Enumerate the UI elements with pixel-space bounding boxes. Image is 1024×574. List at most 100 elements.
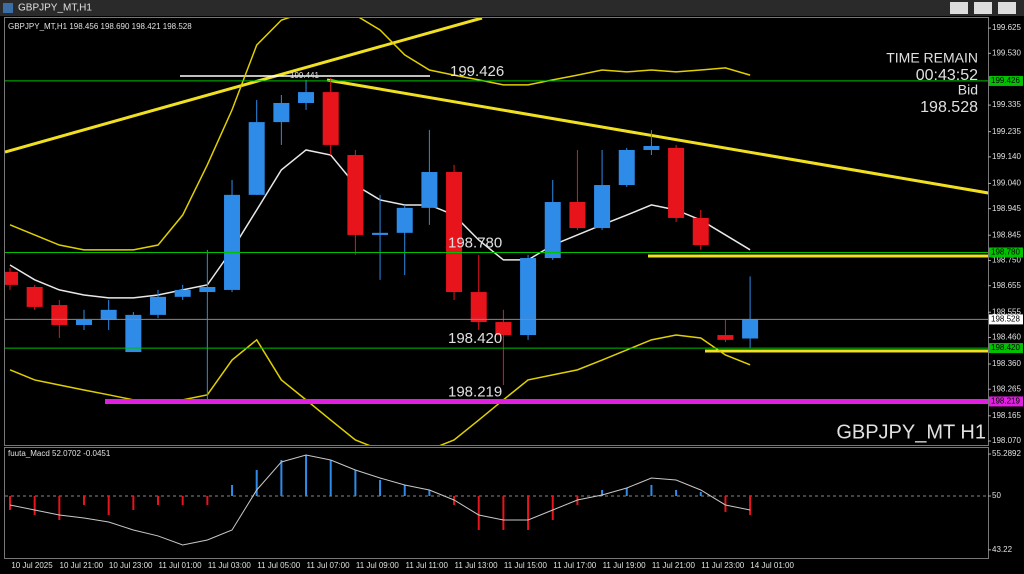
candle-body [100, 309, 117, 320]
level-price-label: 198.219 [991, 397, 1020, 406]
y-tick-label: 199.335 [992, 100, 1021, 109]
macd-line [9, 454, 751, 546]
bid-price-label: 198.528 [991, 315, 1020, 324]
y-tick-label: 199.235 [992, 127, 1021, 136]
x-tick-label: 11 Jul 11:00 [406, 561, 449, 570]
time-remain: 00:43:52 [916, 67, 978, 84]
indicator-line [9, 18, 751, 251]
x-tick-label: 11 Jul 15:00 [504, 561, 548, 570]
level-price-box [989, 343, 1023, 354]
trendline [326, 78, 988, 195]
y-tick-label: 43.22 [992, 545, 1013, 554]
drawn-objects [5, 18, 988, 353]
candle-body [396, 207, 413, 233]
x-tick-label: 10 Jul 21:00 [60, 561, 104, 570]
candle-body [26, 286, 43, 307]
level-price-box [989, 247, 1023, 258]
candle-body [372, 232, 389, 235]
level-annotation: 199.426 [450, 63, 504, 80]
close-button[interactable] [998, 2, 1016, 14]
x-tick-label: 10 Jul 23:00 [109, 561, 153, 570]
level-price-box [989, 75, 1023, 86]
candle-body [594, 185, 611, 229]
level-annotation: 198.219 [448, 383, 502, 400]
level-price-label: 199.426 [991, 76, 1020, 85]
x-tick-label: 11 Jul 03:00 [208, 561, 252, 570]
high-annotation: 199.441 [290, 71, 319, 80]
trendline [5, 18, 483, 154]
candle-body [298, 92, 315, 103]
x-tick-label: 11 Jul 23:00 [701, 561, 745, 570]
y-tick-label: 199.040 [992, 179, 1021, 188]
bid-price-box [989, 314, 1023, 325]
x-tick-label: 11 Jul 07:00 [307, 561, 351, 570]
candle-body [322, 92, 339, 145]
x-tick-label: 10 Jul 2025 [11, 561, 53, 570]
x-tick-label: 11 Jul 01:00 [159, 561, 203, 570]
price-plot [5, 18, 759, 445]
candle-body [150, 296, 167, 315]
minimize-button[interactable] [950, 2, 968, 14]
macd-title: fuuta_Macd 52.0702 -0.0451 [8, 449, 111, 458]
candle-body [643, 145, 660, 150]
y-tick-label: 198.945 [992, 204, 1021, 213]
level-annotation: 198.420 [448, 330, 502, 347]
candle-body [544, 202, 561, 259]
time-remain-label: TIME REMAIN [886, 50, 978, 66]
x-tick-label: 11 Jul 21:00 [652, 561, 696, 570]
y-tick-label: 199.530 [992, 48, 1021, 57]
bid-value: 198.528 [920, 99, 978, 116]
x-tick-label: 11 Jul 05:00 [257, 561, 301, 570]
candle-body [125, 314, 142, 353]
candle-body [347, 155, 364, 235]
candle-body [520, 258, 537, 336]
window-icon [3, 3, 13, 13]
candle-body [174, 289, 191, 297]
macd-pane-border [4, 447, 989, 559]
y-tick-label: 198.070 [992, 436, 1021, 445]
title-bar [0, 0, 1024, 16]
x-tick-label: 11 Jul 17:00 [553, 561, 597, 570]
level-price-label: 198.780 [991, 248, 1020, 257]
candle-body [273, 102, 290, 123]
y-tick-label: 55.2892 [992, 449, 1021, 458]
candle-body [618, 149, 635, 186]
y-tick-label: 199.140 [992, 152, 1021, 161]
window-title: GBPJPY_MT,H1 [18, 3, 92, 14]
candle-body [5, 271, 18, 285]
y-tick-label: 198.165 [992, 411, 1021, 420]
price-pane-border [4, 17, 989, 446]
bid-label: Bid [958, 82, 978, 98]
candle-body [76, 319, 93, 325]
y-tick-label: 198.845 [992, 230, 1021, 239]
level-price-label: 198.420 [991, 343, 1020, 352]
x-tick-label: 11 Jul 13:00 [455, 561, 499, 570]
symbol-label: GBPJPY_MT H1 [836, 421, 986, 443]
candle-body [692, 217, 709, 246]
candle-body [421, 172, 438, 208]
candle-body [199, 286, 216, 293]
x-tick-label: 11 Jul 19:00 [603, 561, 647, 570]
y-tick-label: 198.460 [992, 333, 1021, 342]
x-tick-label: 11 Jul 09:00 [356, 561, 400, 570]
candle-body [248, 122, 265, 195]
candle-body [446, 172, 463, 293]
chart-header: GBPJPY_MT,H1 198.456 198.690 198.421 198… [8, 22, 192, 31]
y-tick-label: 198.265 [992, 384, 1021, 393]
level-price-box [989, 396, 1023, 407]
y-tick-label: 198.750 [992, 256, 1021, 265]
candle-body [51, 305, 68, 325]
level-annotation: 198.780 [448, 234, 502, 251]
candle-body [569, 202, 586, 229]
candle-body [224, 194, 241, 290]
y-tick-label: 198.555 [992, 307, 1021, 316]
y-tick-label: 199.625 [992, 23, 1021, 32]
x-tick-label: 14 Jul 01:00 [750, 561, 794, 570]
y-tick-label: 50 [992, 491, 1001, 500]
candle-body [717, 335, 734, 340]
maximize-button[interactable] [974, 2, 992, 14]
candle-body [495, 322, 512, 336]
candle-body [668, 147, 685, 218]
